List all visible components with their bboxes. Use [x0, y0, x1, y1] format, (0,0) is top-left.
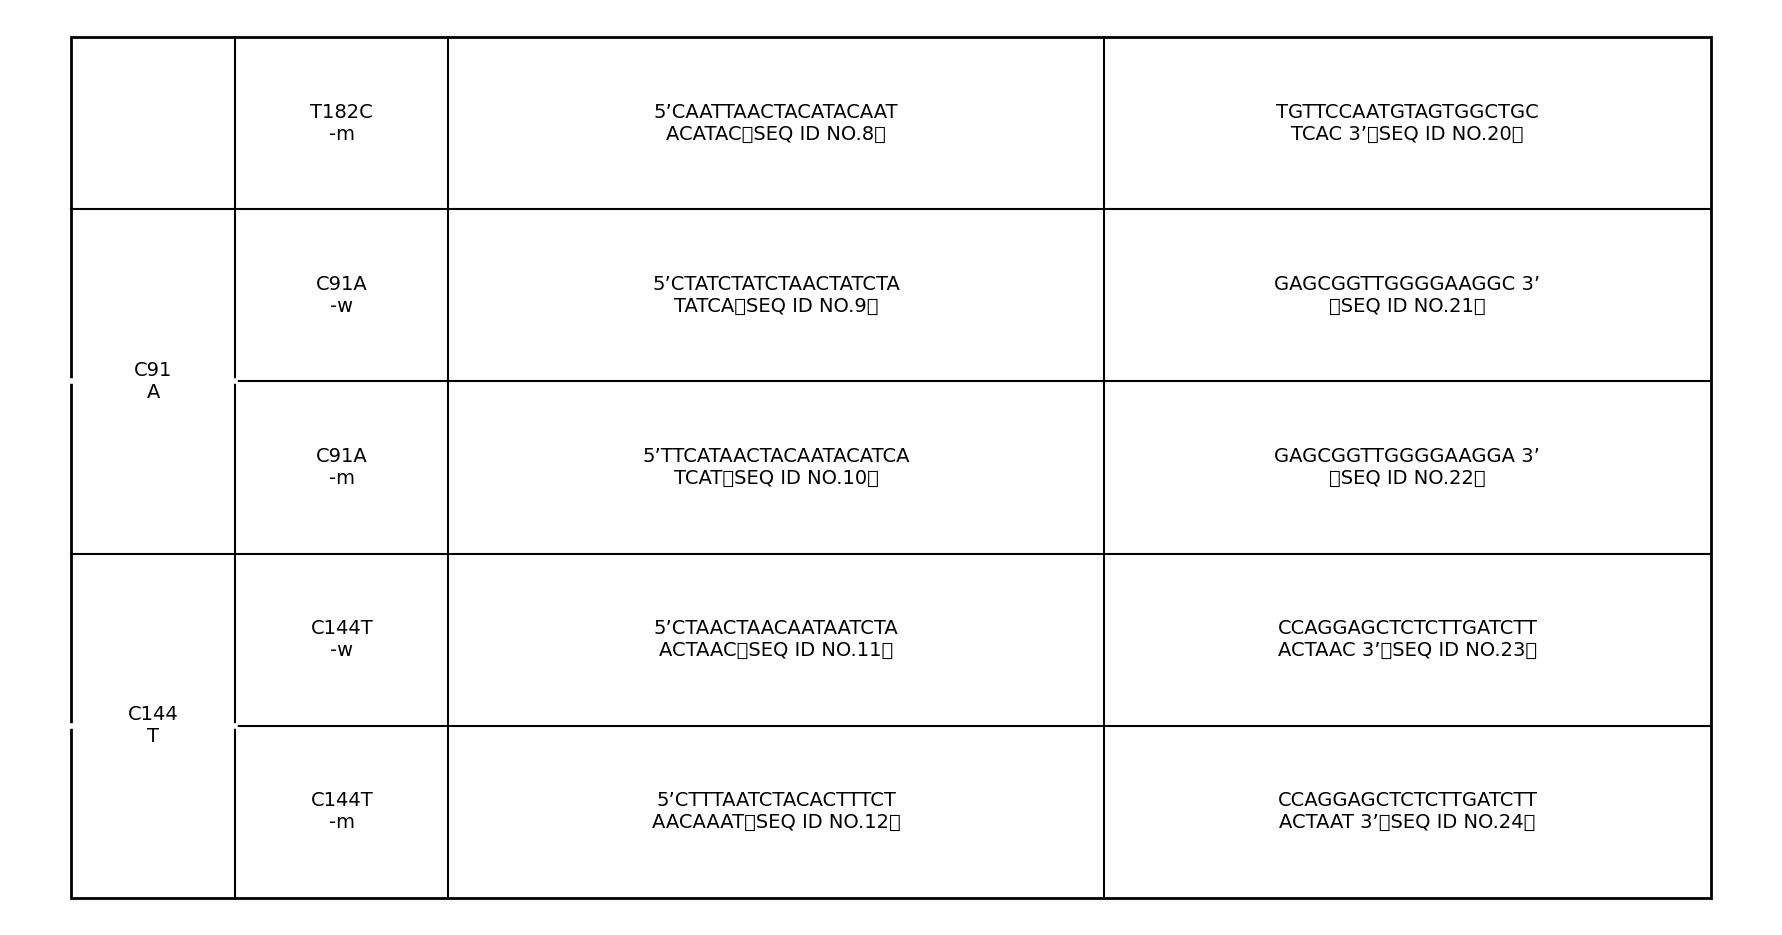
Text: C144
T: C144 T	[128, 705, 178, 746]
Text: 5’CAATTAACTACATACAAT
ACATAC（SEQ ID NO.8）: 5’CAATTAACTACATACAAT ACATAC（SEQ ID NO.8）	[654, 103, 898, 144]
Text: 5’CTAACTAACAATAATCTA
ACTAAC（SEQ ID NO.11）: 5’CTAACTAACAATAATCTA ACTAAC（SEQ ID NO.11…	[654, 619, 898, 660]
Text: 5’CTTTAATCTACACTTTCT
AACAAAT（SEQ ID NO.12）: 5’CTTTAATCTACACTTTCT AACAAAT（SEQ ID NO.1…	[652, 791, 900, 832]
Text: 5’TTCATAACTACAATACATCA
TCAT（SEQ ID NO.10）: 5’TTCATAACTACAATACATCA TCAT（SEQ ID NO.10…	[643, 447, 911, 488]
Text: C91
A: C91 A	[134, 361, 173, 402]
Text: GAGCGGTTGGGGAAGGA 3’
（SEQ ID NO.22）: GAGCGGTTGGGGAAGGA 3’ （SEQ ID NO.22）	[1274, 447, 1540, 488]
Text: 5’CTATCTATCTAACTATCTA
TATCA（SEQ ID NO.9）: 5’CTATCTATCTAACTATCTA TATCA（SEQ ID NO.9）	[652, 275, 900, 316]
Text: C91A
-w: C91A -w	[315, 275, 367, 316]
Text: CCAGGAGCTCTCTTGATCTT
ACTAAC 3’（SEQ ID NO.23）: CCAGGAGCTCTCTTGATCTT ACTAAC 3’（SEQ ID NO…	[1278, 619, 1538, 660]
Text: T182C
-m: T182C -m	[310, 103, 372, 144]
Text: CCAGGAGCTCTCTTGATCTT
ACTAAT 3’（SEQ ID NO.24）: CCAGGAGCTCTCTTGATCTT ACTAAT 3’（SEQ ID NO…	[1278, 791, 1538, 832]
Text: GAGCGGTTGGGGAAGGC 3’
（SEQ ID NO.21）: GAGCGGTTGGGGAAGGC 3’ （SEQ ID NO.21）	[1274, 275, 1540, 316]
Text: C144T
-w: C144T -w	[310, 619, 372, 660]
Text: C144T
-m: C144T -m	[310, 791, 372, 832]
Text: C91A
-m: C91A -m	[315, 447, 367, 488]
Text: TGTTCCAATGTAGTGGCTGC
TCAC 3’（SEQ ID NO.20）: TGTTCCAATGTAGTGGCTGC TCAC 3’（SEQ ID NO.2…	[1276, 103, 1540, 144]
